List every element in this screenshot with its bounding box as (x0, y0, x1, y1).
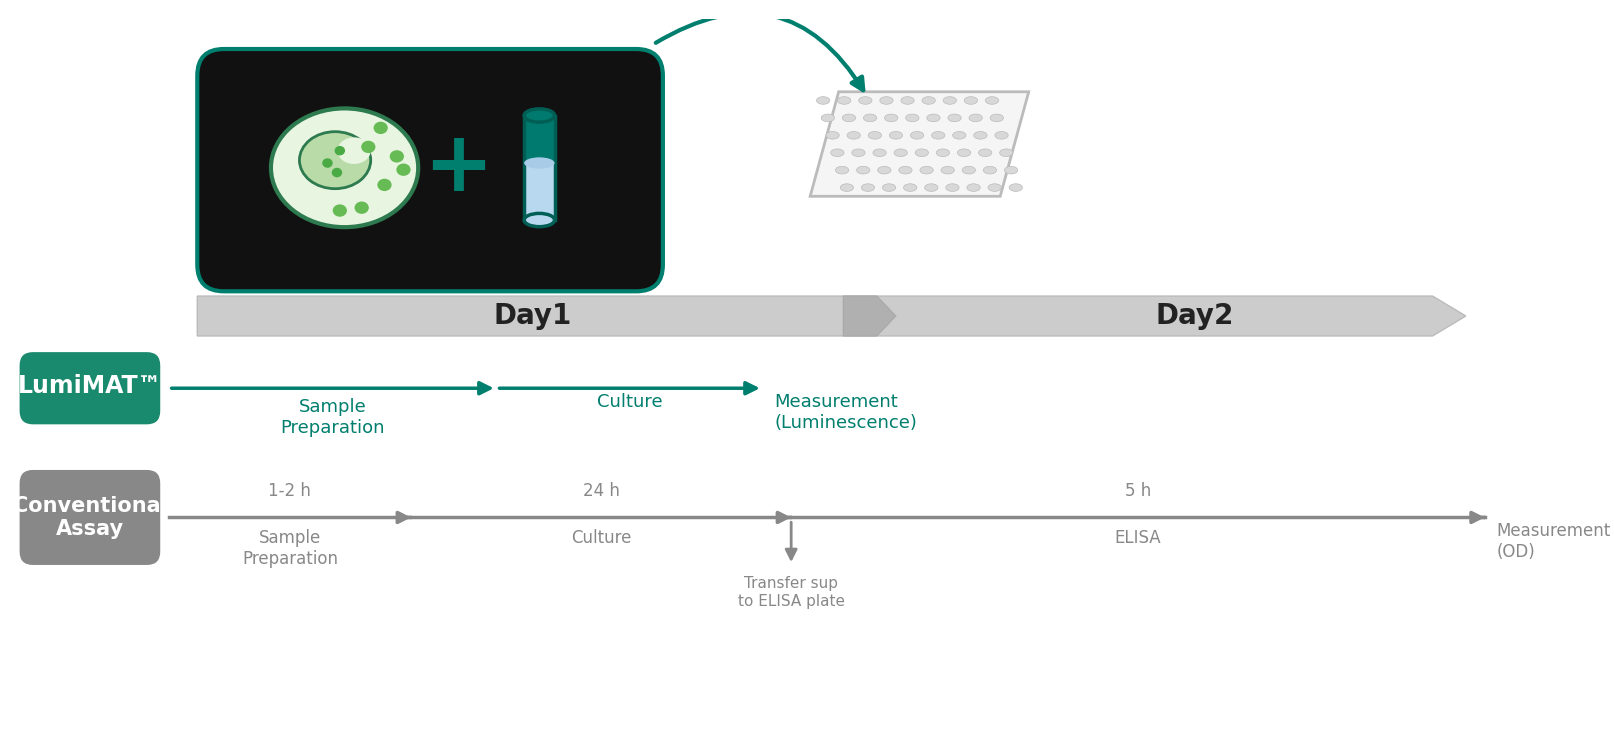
Ellipse shape (957, 149, 970, 157)
Text: Day1: Day1 (494, 302, 571, 330)
Text: 24 h: 24 h (583, 483, 620, 500)
Ellipse shape (843, 114, 855, 122)
Text: Culture: Culture (597, 393, 662, 411)
Ellipse shape (922, 96, 936, 105)
Ellipse shape (300, 131, 371, 189)
Ellipse shape (901, 96, 914, 105)
Text: +: + (423, 127, 494, 208)
Ellipse shape (947, 114, 962, 122)
FancyBboxPatch shape (197, 49, 663, 291)
Ellipse shape (373, 122, 387, 134)
Ellipse shape (525, 214, 555, 226)
Ellipse shape (337, 137, 371, 164)
Ellipse shape (873, 149, 886, 157)
Text: Measurement
(OD): Measurement (OD) (1496, 522, 1611, 561)
Ellipse shape (822, 114, 834, 122)
FancyBboxPatch shape (19, 352, 160, 424)
Ellipse shape (899, 167, 912, 174)
Ellipse shape (964, 96, 978, 105)
Text: Sample
Preparation: Sample Preparation (242, 529, 337, 568)
Ellipse shape (271, 108, 418, 227)
Text: Day2: Day2 (1156, 302, 1235, 330)
Ellipse shape (946, 184, 959, 191)
Ellipse shape (889, 131, 902, 139)
Polygon shape (844, 296, 896, 336)
Ellipse shape (831, 149, 844, 157)
Bar (525, 163, 555, 220)
Ellipse shape (989, 114, 1004, 122)
Ellipse shape (836, 167, 849, 174)
Ellipse shape (378, 179, 392, 191)
Ellipse shape (926, 114, 939, 122)
Text: 1-2 h: 1-2 h (268, 483, 312, 500)
Text: Measurement
(Luminescence): Measurement (Luminescence) (775, 393, 917, 432)
Ellipse shape (967, 184, 980, 191)
FancyBboxPatch shape (19, 470, 160, 565)
Ellipse shape (904, 184, 917, 191)
Ellipse shape (852, 149, 865, 157)
Ellipse shape (841, 184, 854, 191)
Ellipse shape (986, 96, 999, 105)
Ellipse shape (857, 167, 870, 174)
Ellipse shape (847, 131, 860, 139)
Ellipse shape (925, 184, 938, 191)
Text: Conventional
Assay: Conventional Assay (13, 496, 168, 539)
Ellipse shape (952, 131, 965, 139)
Ellipse shape (910, 131, 923, 139)
Ellipse shape (362, 140, 376, 153)
Ellipse shape (941, 167, 954, 174)
Ellipse shape (1004, 167, 1018, 174)
Ellipse shape (915, 149, 928, 157)
Ellipse shape (525, 109, 555, 123)
Ellipse shape (880, 96, 893, 105)
Ellipse shape (905, 114, 918, 122)
Ellipse shape (332, 168, 342, 177)
Ellipse shape (936, 149, 949, 157)
Ellipse shape (1009, 184, 1022, 191)
Ellipse shape (397, 164, 410, 176)
Ellipse shape (859, 96, 872, 105)
Ellipse shape (389, 150, 404, 163)
Text: ELISA: ELISA (1115, 529, 1162, 547)
Text: LumiMAT™: LumiMAT™ (18, 374, 161, 398)
Text: Transfer sup
to ELISA plate: Transfer sup to ELISA plate (738, 577, 844, 609)
FancyArrowPatch shape (655, 13, 863, 90)
Ellipse shape (962, 167, 975, 174)
Ellipse shape (920, 167, 933, 174)
Polygon shape (810, 92, 1028, 196)
Polygon shape (197, 296, 1466, 336)
Ellipse shape (931, 131, 944, 139)
Ellipse shape (826, 131, 839, 139)
Text: 5 h: 5 h (1125, 483, 1151, 500)
Ellipse shape (988, 184, 1001, 191)
Ellipse shape (878, 167, 891, 174)
Ellipse shape (323, 158, 332, 168)
Ellipse shape (334, 146, 345, 155)
Ellipse shape (863, 114, 876, 122)
Ellipse shape (525, 158, 555, 169)
Ellipse shape (868, 131, 881, 139)
Ellipse shape (355, 202, 370, 214)
Ellipse shape (332, 205, 347, 217)
Ellipse shape (884, 114, 897, 122)
Ellipse shape (983, 167, 996, 174)
Ellipse shape (838, 96, 851, 105)
Ellipse shape (994, 131, 1009, 139)
Ellipse shape (883, 184, 896, 191)
Text: Culture: Culture (571, 529, 631, 547)
Text: Sample
Preparation: Sample Preparation (281, 397, 386, 436)
Ellipse shape (817, 96, 830, 105)
Ellipse shape (978, 149, 993, 157)
Ellipse shape (894, 149, 907, 157)
Ellipse shape (999, 149, 1014, 157)
Bar (525, 116, 555, 163)
Ellipse shape (973, 131, 988, 139)
Ellipse shape (862, 184, 875, 191)
Ellipse shape (943, 96, 957, 105)
Ellipse shape (968, 114, 983, 122)
